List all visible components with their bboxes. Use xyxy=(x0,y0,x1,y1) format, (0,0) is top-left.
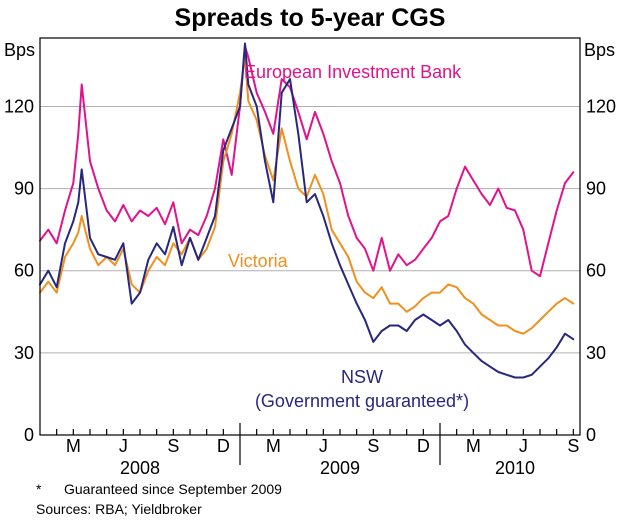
x-tick-label: J xyxy=(319,436,328,456)
x-tick-label: D xyxy=(417,436,430,456)
plot-frame xyxy=(39,37,581,436)
annotation-nsw: NSW xyxy=(341,367,383,387)
y-tick-label-right: 120 xyxy=(586,96,616,116)
x-tick-label: J xyxy=(519,436,528,456)
y-tick-label-right: 90 xyxy=(586,179,606,199)
gridlines xyxy=(40,105,580,354)
x-tick-label: J xyxy=(119,436,128,456)
year-label: 2010 xyxy=(495,458,535,478)
series-line-european-investment-bank xyxy=(39,45,575,278)
x-tick-label: M xyxy=(466,436,481,456)
footnote-marker: * xyxy=(36,481,42,497)
footnote-guarantee: Guaranteed since September 2009 xyxy=(64,481,282,497)
year-label: 2008 xyxy=(120,458,160,478)
y-tick-label-right: 30 xyxy=(586,343,606,363)
chart-title: Spreads to 5-year CGS xyxy=(175,4,446,32)
annotation-nsw-guarantee: (Government guaranteed*) xyxy=(255,391,469,411)
y-tick-label-left: 60 xyxy=(14,261,34,281)
x-tick-label: S xyxy=(367,436,379,456)
y-axis-label-right: Bps xyxy=(584,40,615,60)
y-tick-label-right: 0 xyxy=(586,425,596,445)
year-label: 2009 xyxy=(320,458,360,478)
y-tick-label-left: 0 xyxy=(24,425,34,445)
x-tick-label: S xyxy=(167,436,179,456)
y-tick-label-left: 90 xyxy=(14,179,34,199)
footnote-sources: Sources: RBA; Yieldbroker xyxy=(36,501,202,517)
x-tick-label: S xyxy=(567,436,579,456)
x-tick-label: D xyxy=(217,436,230,456)
x-tick-label: M xyxy=(266,436,281,456)
y-tick-label-right: 60 xyxy=(586,261,606,281)
y-tick-label-left: 30 xyxy=(14,343,34,363)
x-tick-label: M xyxy=(66,436,81,456)
annotation-eib: European Investment Bank xyxy=(244,62,462,82)
series-lines xyxy=(39,42,575,379)
x-ticks: M J S D M J S D M J S 2008 2009 2010 xyxy=(56,423,579,478)
y-ticks-right: 0 30 60 90 120 xyxy=(586,96,616,445)
series-line-nsw xyxy=(39,42,575,379)
annotation-victoria: Victoria xyxy=(228,251,289,271)
y-tick-label-left: 120 xyxy=(4,96,34,116)
y-axis-label-left: Bps xyxy=(4,40,35,60)
y-ticks-left: 0 30 60 90 120 xyxy=(4,96,34,445)
